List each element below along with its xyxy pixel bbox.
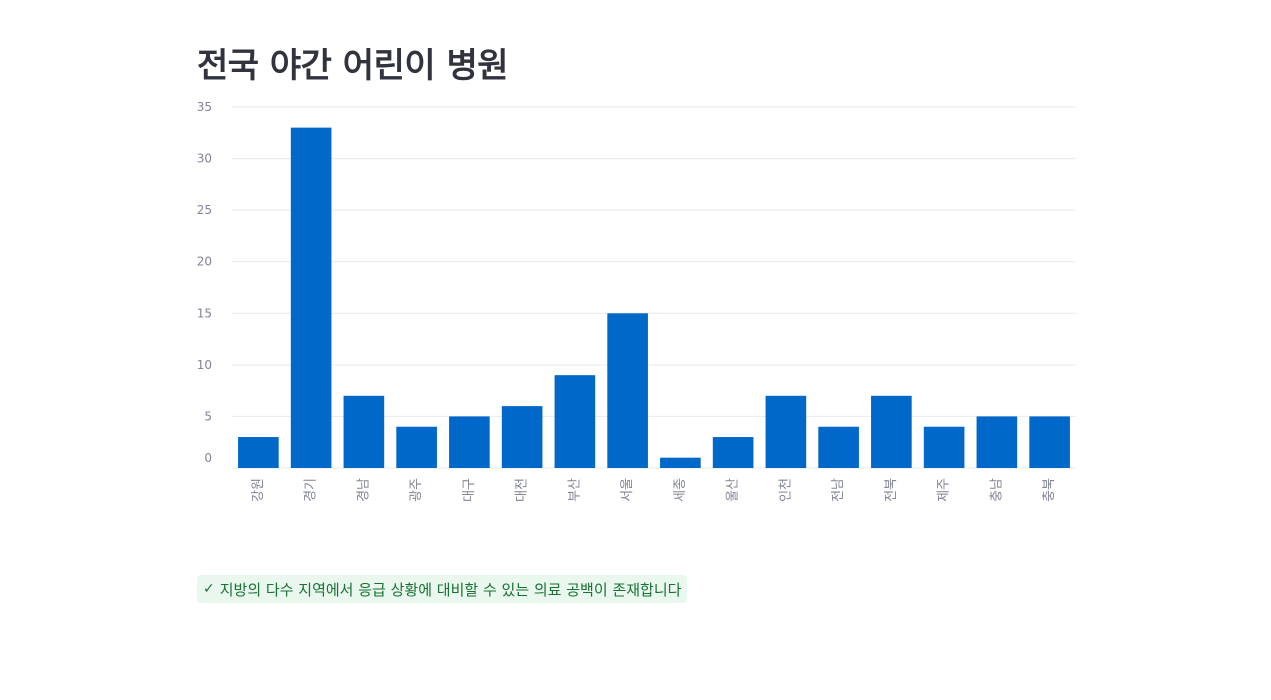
bar-대전 bbox=[501, 406, 543, 468]
check-icon: ✓ bbox=[203, 581, 215, 597]
x-tick-label: 경남 bbox=[356, 478, 371, 502]
bar-부산 bbox=[554, 375, 596, 468]
x-tick-label: 충남 bbox=[989, 478, 1004, 502]
y-tick-label: 0 bbox=[204, 451, 212, 465]
callout-text: 지방의 다수 지역에서 응급 상황에 대비할 수 있는 의료 공백이 존재합니다 bbox=[219, 580, 682, 599]
bar-충북 bbox=[1029, 416, 1070, 468]
bar-전북 bbox=[871, 395, 912, 468]
bar-울산 bbox=[712, 437, 754, 468]
chart-svg: 0 5 10 15 20 25 30 35 강원 경기 경남 광주 대구 대전 부산 서울 세종 울산 인천 전남 전… bbox=[197, 100, 1076, 502]
x-tick-label: 세종 bbox=[673, 478, 688, 502]
bar-경남 bbox=[343, 395, 385, 468]
bar-제주 bbox=[923, 426, 965, 468]
x-tick-label: 대구 bbox=[462, 478, 477, 502]
x-tick-label: 서울 bbox=[620, 478, 635, 502]
bar-강원 bbox=[238, 437, 279, 468]
success-callout: ✓ 지방의 다수 지역에서 응급 상황에 대비할 수 있는 의료 공백이 존재합… bbox=[197, 575, 688, 603]
page-title: 전국 야간 어린이 병원 bbox=[197, 46, 509, 86]
x-tick-label: 전북 bbox=[884, 478, 899, 502]
bar-인천 bbox=[765, 395, 807, 468]
x-tick-label: 인천 bbox=[778, 478, 793, 502]
x-axis-ticks: 강원 경기 경남 광주 대구 대전 부산 서울 세종 울산 인천 전남 전북 제주 충남 충북 bbox=[251, 478, 1057, 502]
x-tick-label: 경기 bbox=[304, 478, 319, 502]
bar-서울 bbox=[607, 313, 648, 468]
y-axis-ticks: 0 5 10 15 20 25 30 35 bbox=[197, 100, 212, 465]
y-tick-label: 10 bbox=[197, 358, 212, 372]
x-tick-label: 전남 bbox=[831, 478, 846, 502]
y-tick-label: 30 bbox=[197, 152, 212, 166]
bar-광주 bbox=[396, 426, 437, 468]
y-tick-label: 35 bbox=[197, 100, 212, 114]
x-tick-label: 광주 bbox=[409, 478, 424, 502]
bar-충남 bbox=[976, 416, 1018, 468]
y-tick-label: 15 bbox=[197, 306, 212, 320]
y-tick-label: 25 bbox=[197, 203, 212, 217]
bar-세종 bbox=[660, 457, 701, 468]
x-tick-label: 부산 bbox=[567, 478, 582, 502]
bar-대구 bbox=[449, 416, 490, 468]
x-tick-label: 제주 bbox=[937, 478, 952, 502]
x-tick-label: 충북 bbox=[1042, 478, 1057, 502]
bars bbox=[238, 127, 1070, 468]
y-tick-label: 20 bbox=[197, 255, 212, 269]
x-tick-label: 대전 bbox=[515, 478, 530, 502]
y-tick-label: 5 bbox=[204, 409, 212, 423]
bar-전남 bbox=[818, 426, 859, 468]
x-tick-label: 강원 bbox=[251, 478, 266, 502]
x-tick-label: 울산 bbox=[726, 478, 741, 502]
bar-경기 bbox=[290, 127, 332, 468]
bar-chart: 0 5 10 15 20 25 30 35 강원 경기 경남 광주 대구 대전 부산 서울 세종 울산 인천 전남 전… bbox=[190, 95, 1080, 535]
